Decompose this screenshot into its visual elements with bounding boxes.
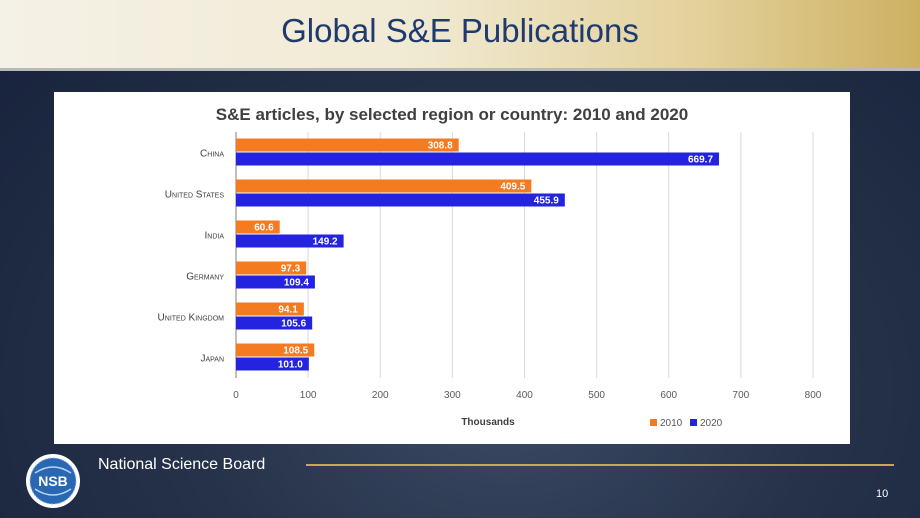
nsb-logo: NSB [26, 454, 80, 508]
x-tick-label-700: 700 [733, 390, 750, 401]
bar-japan-2010 [236, 343, 315, 357]
footer-org-name: National Science Board [98, 456, 266, 473]
bar-india-2020 [236, 234, 344, 248]
bar-china-2020 [236, 152, 720, 166]
bar-japan-2020 [236, 357, 309, 371]
bar-china-2010 [236, 138, 459, 152]
x-tick-label-300: 300 [444, 390, 461, 401]
data-label-germany-2010: 97.3 [281, 264, 301, 275]
data-label-japan-2020: 101.0 [278, 360, 303, 371]
x-tick-label-100: 100 [300, 390, 317, 401]
data-label-united-kingdom-2010: 94.1 [278, 305, 298, 316]
category-label-japan: Japan [200, 354, 224, 365]
bar-india-2010 [236, 220, 280, 234]
footer-divider [306, 464, 894, 466]
legend-label-2020: 2020 [700, 418, 723, 429]
legend-swatch-2020 [690, 419, 697, 426]
header-band: Global S&E Publications [0, 0, 920, 71]
x-tick-label-500: 500 [588, 390, 605, 401]
category-label-united-states: United States [165, 190, 225, 201]
legend-swatch-2010 [650, 419, 657, 426]
chart-title: S&E articles, by selected region or coun… [216, 105, 688, 124]
page-number: 10 [876, 488, 889, 500]
x-tick-label-400: 400 [516, 390, 533, 401]
category-label-united-kingdom: United Kingdom [158, 313, 225, 324]
x-tick-label-800: 800 [805, 390, 822, 401]
category-label-germany: Germany [186, 272, 224, 283]
x-tick-label-600: 600 [660, 390, 677, 401]
data-label-united-states-2010: 409.5 [500, 182, 525, 193]
legend-label-2010: 2010 [660, 418, 683, 429]
bar-united-states-2020 [236, 193, 565, 207]
chart-panel: S&E articles, by selected region or coun… [54, 92, 850, 444]
x-tick-label-0: 0 [233, 390, 239, 401]
page-title: Global S&E Publications [281, 12, 639, 49]
bar-chart: S&E articles, by selected region or coun… [158, 105, 822, 429]
data-label-china-2010: 308.8 [428, 141, 453, 152]
logo-text: NSB [38, 473, 68, 489]
data-label-germany-2020: 109.4 [284, 278, 309, 289]
data-label-india-2010: 60.6 [254, 223, 274, 234]
bar-germany-2010 [236, 261, 307, 275]
bar-united-kingdom-2020 [236, 316, 313, 330]
x-tick-label-200: 200 [372, 390, 389, 401]
category-label-india: India [204, 231, 224, 242]
category-label-china: China [200, 149, 224, 160]
data-label-united-kingdom-2020: 105.6 [281, 319, 306, 330]
data-label-china-2020: 669.7 [688, 155, 713, 166]
x-axis-title: Thousands [461, 417, 515, 428]
data-label-india-2020: 149.2 [313, 237, 338, 248]
bar-united-states-2010 [236, 179, 532, 193]
bar-united-kingdom-2010 [236, 302, 304, 316]
data-label-japan-2010: 108.5 [283, 346, 308, 357]
data-label-united-states-2020: 455.9 [534, 196, 559, 207]
bar-germany-2020 [236, 275, 315, 289]
